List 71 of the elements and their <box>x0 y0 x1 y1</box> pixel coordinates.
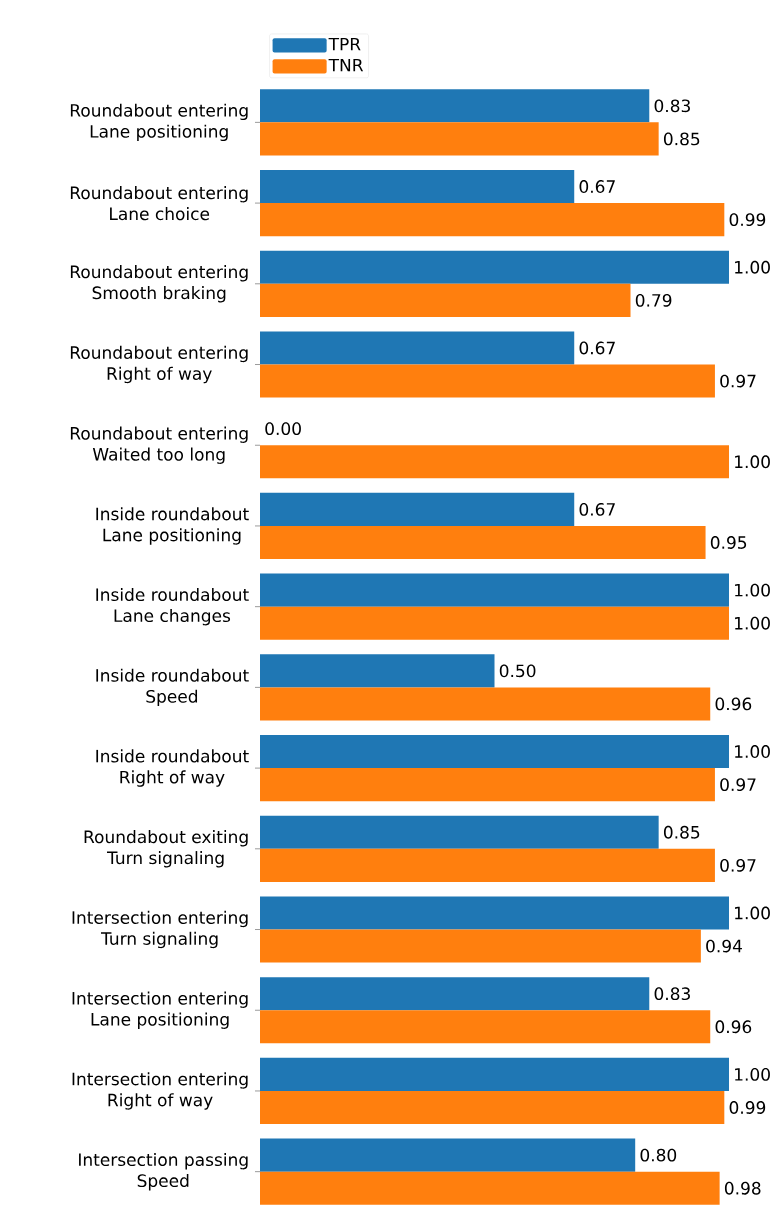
bar <box>260 977 650 1011</box>
y-tick-label: Inside roundabout Speed <box>96 668 249 707</box>
y-tick-label: Intersection entering Turn signaling <box>72 910 248 949</box>
data-label: 0.83 <box>654 99 690 113</box>
data-label: 1.00 <box>735 1067 770 1081</box>
y-tick-label: Inside roundabout Right of way <box>96 749 249 787</box>
bar <box>260 203 725 237</box>
y-tick-label: Roundabout entering Right of way <box>70 345 248 384</box>
data-label: 0.96 <box>715 697 752 711</box>
data-label: 0.99 <box>729 1101 766 1114</box>
y-tick-label: Roundabout entering Lane positioning <box>70 103 248 142</box>
data-label: 1.00 <box>735 745 770 758</box>
bar <box>260 364 715 398</box>
data-label: 1.00 <box>735 906 770 920</box>
bar <box>260 606 730 640</box>
bar <box>260 1057 730 1091</box>
bar <box>260 525 706 560</box>
y-tick-label: Intersection entering Right of way <box>72 1072 248 1110</box>
data-label: 0.85 <box>663 132 700 146</box>
bar <box>260 848 715 882</box>
data-label: 0.94 <box>706 939 742 953</box>
bar <box>260 331 575 365</box>
data-label: 0.97 <box>720 374 756 388</box>
data-label: 1.00 <box>735 616 770 630</box>
bar <box>260 1090 725 1125</box>
bar <box>260 283 631 317</box>
bar <box>260 89 650 123</box>
bar <box>260 1138 636 1172</box>
data-label: 0.67 <box>579 341 615 355</box>
bar <box>260 768 715 802</box>
y-tick-label: Roundabout entering Lane choice <box>70 186 248 221</box>
data-label: 0.98 <box>724 1181 761 1195</box>
bar <box>260 654 495 688</box>
bar <box>260 1171 720 1205</box>
y-tick-label: Inside roundabout Lane positioning <box>96 507 249 545</box>
bar <box>260 122 659 156</box>
data-label: 0.00 <box>265 422 301 436</box>
bar <box>260 896 730 930</box>
data-label: 0.67 <box>579 502 615 516</box>
data-label: 0.50 <box>499 664 536 678</box>
data-label: 0.97 <box>720 858 756 872</box>
y-tick-label: Roundabout exiting Turn signaling <box>84 830 248 868</box>
bar <box>260 250 730 284</box>
bar <box>260 687 711 721</box>
data-label: 0.79 <box>635 293 672 307</box>
data-label: 0.97 <box>720 778 756 792</box>
bar <box>260 492 575 526</box>
bar <box>260 815 659 849</box>
data-label: 0.67 <box>579 180 615 193</box>
data-label: 1.00 <box>735 455 770 469</box>
legend-label: TPR <box>328 37 361 51</box>
bar <box>260 573 730 607</box>
data-label: 0.95 <box>710 536 747 549</box>
data-label: 1.00 <box>735 583 770 597</box>
bar <box>260 445 730 479</box>
bar <box>260 929 701 963</box>
data-label: 0.83 <box>654 987 690 1001</box>
y-tick-label: Roundabout entering Waited too long <box>70 426 248 464</box>
data-label: 0.85 <box>663 825 700 839</box>
y-tick-label: Intersection passing Speed <box>79 1152 248 1191</box>
y-tick-label: Inside roundabout Lane changes <box>96 587 249 626</box>
y-tick-label: Intersection entering Lane positioning <box>72 991 248 1029</box>
bar <box>260 735 730 769</box>
data-label: 0.99 <box>729 213 766 227</box>
data-label: 1.00 <box>735 260 770 274</box>
bar <box>260 170 575 204</box>
bar <box>260 1010 711 1044</box>
y-tick-label: Roundabout entering Smooth braking <box>70 265 248 303</box>
data-label: 0.96 <box>715 1020 752 1034</box>
data-label: 0.80 <box>640 1148 677 1162</box>
legend-label: TNR <box>328 58 364 72</box>
